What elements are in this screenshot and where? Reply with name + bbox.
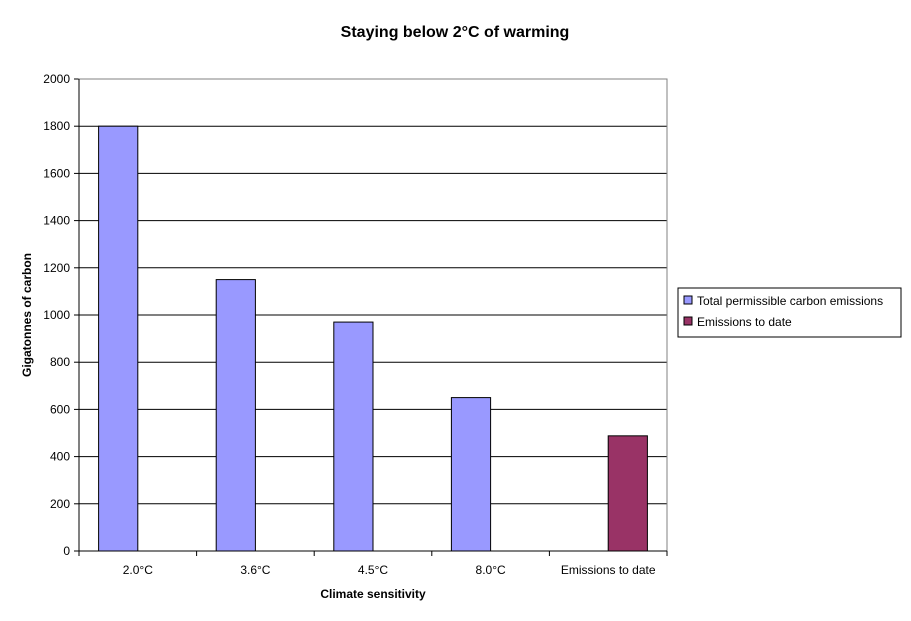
legend-box — [677, 287, 902, 338]
y-tick-label: 0 — [63, 544, 70, 558]
plot-area: 0 200 400 600 800 1000 1200 1400 1600 1800 2000 2.0… — [43, 72, 668, 577]
bar — [607, 435, 648, 552]
bar — [450, 397, 492, 552]
legend-swatch — [683, 316, 693, 326]
x-tick-label: 2.0°C — [123, 563, 153, 577]
y-tick-label: 2000 — [43, 72, 70, 86]
bar — [333, 321, 374, 552]
y-tick-label: 800 — [50, 355, 70, 369]
y-tick-label: 600 — [50, 402, 70, 416]
chart-title: Staying below 2°C of warming — [341, 24, 570, 41]
y-tick-label: 200 — [50, 497, 70, 511]
legend-label: Total permissible carbon emissions — [697, 294, 883, 308]
x-tick-label: 3.6°C — [240, 563, 270, 577]
bar — [215, 279, 256, 552]
x-tick-label: 8.0°C — [476, 563, 506, 577]
legend-swatch — [683, 295, 693, 305]
y-tick-label: 400 — [50, 450, 70, 464]
legend-label: Emissions to date — [697, 315, 792, 329]
x-tick-label: Emissions to date — [561, 563, 656, 577]
y-tick-label: 1600 — [43, 166, 70, 180]
y-tick-label: 1800 — [43, 119, 70, 133]
y-axis-title: Gigatonnes of carbon — [20, 253, 34, 377]
legend: Total permissible carbon emissions Emissi… — [677, 287, 902, 338]
y-tick-label: 1400 — [43, 214, 70, 228]
x-tick-label: 4.5°C — [358, 563, 388, 577]
y-tick-label: 1000 — [43, 308, 70, 322]
bar — [98, 125, 139, 552]
x-axis-title: Climate sensitivity — [320, 587, 426, 601]
y-tick-label: 1200 — [43, 261, 70, 275]
